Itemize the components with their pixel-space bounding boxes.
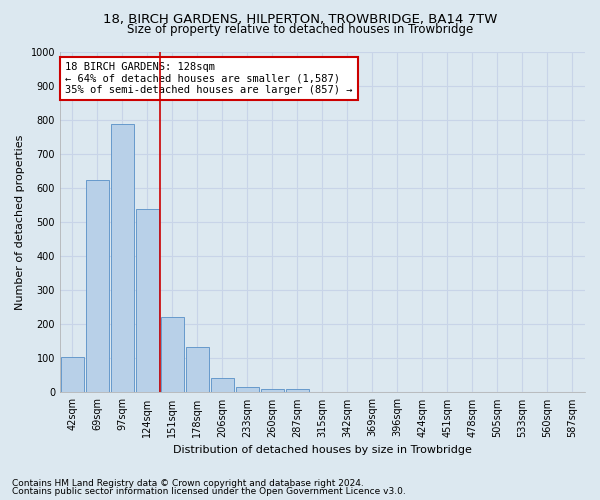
Text: 18 BIRCH GARDENS: 128sqm
← 64% of detached houses are smaller (1,587)
35% of sem: 18 BIRCH GARDENS: 128sqm ← 64% of detach… bbox=[65, 62, 353, 95]
Bar bbox=[61, 358, 83, 392]
Bar bbox=[186, 347, 209, 393]
Bar bbox=[261, 389, 284, 392]
Bar bbox=[86, 180, 109, 392]
Text: Size of property relative to detached houses in Trowbridge: Size of property relative to detached ho… bbox=[127, 22, 473, 36]
Bar bbox=[236, 386, 259, 392]
X-axis label: Distribution of detached houses by size in Trowbridge: Distribution of detached houses by size … bbox=[173, 445, 472, 455]
Text: 18, BIRCH GARDENS, HILPERTON, TROWBRIDGE, BA14 7TW: 18, BIRCH GARDENS, HILPERTON, TROWBRIDGE… bbox=[103, 12, 497, 26]
Bar bbox=[211, 378, 233, 392]
Text: Contains HM Land Registry data © Crown copyright and database right 2024.: Contains HM Land Registry data © Crown c… bbox=[12, 478, 364, 488]
Text: Contains public sector information licensed under the Open Government Licence v3: Contains public sector information licen… bbox=[12, 487, 406, 496]
Y-axis label: Number of detached properties: Number of detached properties bbox=[15, 134, 25, 310]
Bar bbox=[111, 124, 134, 392]
Bar bbox=[161, 316, 184, 392]
Bar bbox=[286, 388, 309, 392]
Bar bbox=[136, 210, 158, 392]
